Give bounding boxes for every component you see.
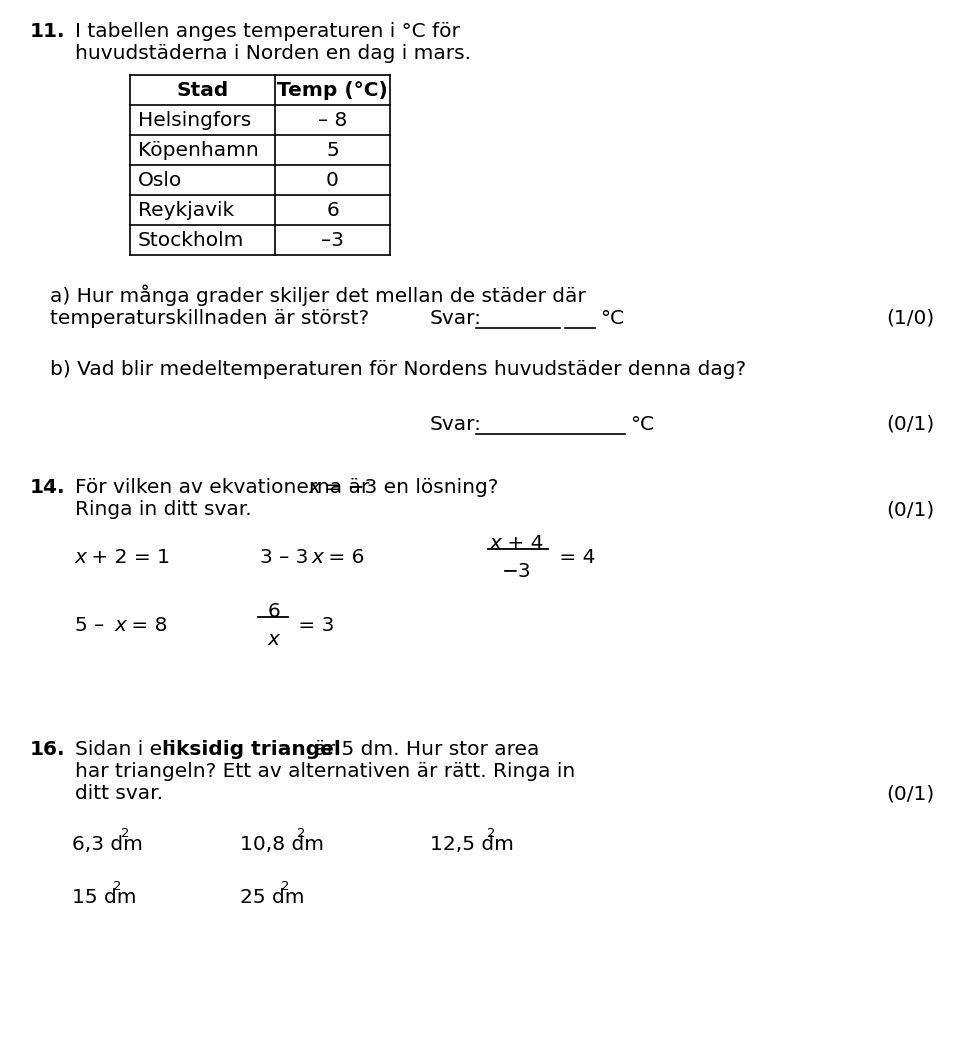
Text: + 4: + 4	[501, 534, 543, 553]
Text: x: x	[309, 478, 321, 498]
Text: –3: –3	[321, 231, 344, 249]
Text: Stad: Stad	[177, 80, 228, 99]
Text: Sidan i en: Sidan i en	[75, 739, 181, 759]
Text: 2: 2	[113, 880, 122, 893]
Text: – 8: – 8	[318, 111, 348, 129]
Text: 6: 6	[268, 602, 280, 621]
Text: 3 – 3: 3 – 3	[260, 548, 308, 567]
Text: 0: 0	[326, 170, 339, 190]
Text: x: x	[115, 616, 127, 635]
Text: = 3: = 3	[292, 616, 334, 635]
Text: x: x	[268, 630, 280, 649]
Text: 2: 2	[298, 827, 306, 840]
Text: °C: °C	[630, 415, 654, 434]
Text: liksidig triangel: liksidig triangel	[162, 739, 341, 759]
Text: För vilken av ekvationerna är: För vilken av ekvationerna är	[75, 478, 375, 498]
Text: 6: 6	[326, 200, 339, 219]
Text: = 6: = 6	[322, 548, 365, 567]
Text: 2: 2	[281, 880, 290, 893]
Text: + 2 = 1: + 2 = 1	[85, 548, 170, 567]
Text: 11.: 11.	[30, 22, 65, 41]
Text: a) Hur många grader skiljer det mellan de städer där: a) Hur många grader skiljer det mellan d…	[50, 285, 586, 307]
Text: °C: °C	[600, 309, 624, 328]
Text: x: x	[490, 534, 502, 553]
Text: (0/1): (0/1)	[887, 500, 935, 519]
Text: −3: −3	[502, 562, 532, 581]
Text: Svar:: Svar:	[430, 309, 482, 328]
Text: (1/0): (1/0)	[887, 309, 935, 328]
Text: 6,3 dm: 6,3 dm	[72, 835, 143, 854]
Text: I tabellen anges temperaturen i °C för: I tabellen anges temperaturen i °C för	[75, 22, 460, 41]
Text: Köpenhamn: Köpenhamn	[138, 141, 259, 160]
Text: x: x	[75, 548, 86, 567]
Text: 25 dm: 25 dm	[240, 888, 304, 907]
Text: = 4: = 4	[553, 548, 595, 567]
Text: Svar:: Svar:	[430, 415, 482, 434]
Text: Stockholm: Stockholm	[138, 231, 245, 249]
Text: 16.: 16.	[30, 739, 65, 759]
Text: 14.: 14.	[30, 478, 65, 498]
Text: ditt svar.: ditt svar.	[75, 784, 163, 803]
Text: huvudstäderna i Norden en dag i mars.: huvudstäderna i Norden en dag i mars.	[75, 44, 471, 63]
Text: Oslo: Oslo	[138, 170, 182, 190]
Text: är 5 dm. Hur stor area: är 5 dm. Hur stor area	[308, 739, 540, 759]
Text: x: x	[312, 548, 324, 567]
Text: (0/1): (0/1)	[887, 415, 935, 434]
Text: Ringa in ditt svar.: Ringa in ditt svar.	[75, 500, 252, 519]
Text: 15 dm: 15 dm	[72, 888, 136, 907]
Text: Helsingfors: Helsingfors	[138, 111, 252, 129]
Text: temperaturskillnaden är störst?: temperaturskillnaden är störst?	[50, 309, 370, 328]
Text: Temp (°C): Temp (°C)	[277, 80, 388, 99]
Text: 10,8 dm: 10,8 dm	[240, 835, 324, 854]
Text: = −3 en lösning?: = −3 en lösning?	[318, 478, 498, 498]
Text: 2: 2	[121, 827, 130, 840]
Text: (0/1): (0/1)	[887, 784, 935, 803]
Text: 12,5 dm: 12,5 dm	[430, 835, 514, 854]
Text: = 8: = 8	[125, 616, 167, 635]
Text: Reykjavik: Reykjavik	[138, 200, 234, 219]
Text: 5: 5	[326, 141, 339, 160]
Text: 5 –: 5 –	[75, 616, 110, 635]
Text: b) Vad blir medeltemperaturen för Nordens huvudstäder denna dag?: b) Vad blir medeltemperaturen för Norden…	[50, 360, 746, 379]
Text: har triangeln? Ett av alternativen är rätt. Ringa in: har triangeln? Ett av alternativen är rä…	[75, 762, 575, 781]
Text: 2: 2	[488, 827, 496, 840]
